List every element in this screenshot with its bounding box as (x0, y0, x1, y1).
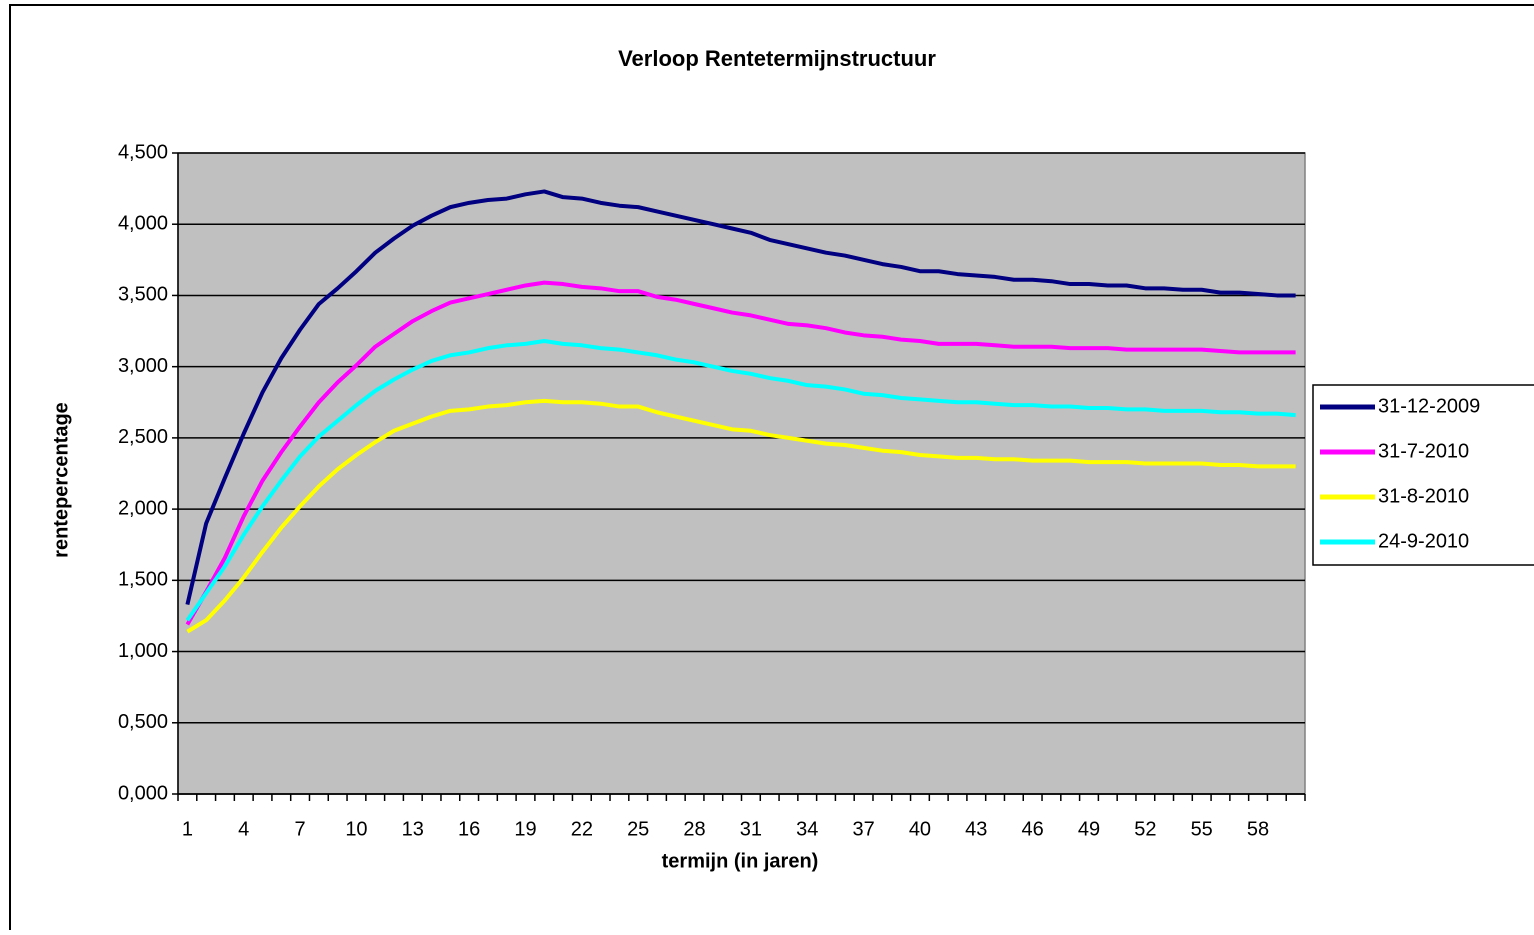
legend-label: 31-8-2010 (1378, 485, 1469, 507)
legend-label: 24-9-2010 (1378, 530, 1469, 552)
y-tick-label: 0,500 (118, 711, 168, 733)
chart-title: Verloop Rentetermijnstructuur (618, 46, 936, 71)
y-tick-label: 4,500 (118, 141, 168, 163)
x-tick-label: 55 (1191, 818, 1213, 840)
y-tick-label: 2,500 (118, 426, 168, 448)
legend-label: 31-7-2010 (1378, 440, 1469, 462)
x-tick-label: 28 (683, 818, 705, 840)
x-axis-title: termijn (in jaren) (662, 850, 819, 872)
series-line (185, 280, 1296, 626)
y-tick-label: 3,000 (118, 355, 168, 377)
legend-label: 31-12-2009 (1378, 395, 1480, 417)
x-tick-label: 37 (852, 818, 874, 840)
x-tick-label: 10 (345, 818, 367, 840)
y-tick-label: 0,000 (118, 782, 168, 804)
x-tick-label: 4 (238, 818, 249, 840)
x-tick-label: 52 (1134, 818, 1156, 840)
x-tick-label: 34 (796, 818, 818, 840)
y-tick-label: 1,000 (118, 640, 168, 662)
x-tick-label: 22 (571, 818, 593, 840)
x-tick-label: 40 (909, 818, 931, 840)
x-tick-label: 7 (295, 818, 306, 840)
x-tick-label: 43 (965, 818, 987, 840)
x-tick-label: 13 (402, 818, 424, 840)
x-tick-label: 46 (1022, 818, 1044, 840)
series-line (186, 398, 1296, 634)
x-tick-label: 49 (1078, 818, 1100, 840)
legend-box (1312, 384, 1534, 566)
x-tick-label: 1 (182, 818, 193, 840)
y-tick-label: 4,000 (118, 213, 168, 235)
y-tick-label: 3,500 (118, 284, 168, 306)
x-tick-label: 16 (458, 818, 480, 840)
plot-area (177, 152, 1306, 795)
series-line (185, 339, 1296, 622)
x-tick-label: 19 (514, 818, 536, 840)
y-axis-title: rentepercentage (50, 402, 72, 558)
x-tick-label: 31 (740, 818, 762, 840)
x-tick-label: 58 (1247, 818, 1269, 840)
x-tick-label: 25 (627, 818, 649, 840)
series-line (185, 189, 1296, 606)
y-tick-label: 2,000 (118, 497, 168, 519)
y-tick-label: 1,500 (118, 569, 168, 591)
